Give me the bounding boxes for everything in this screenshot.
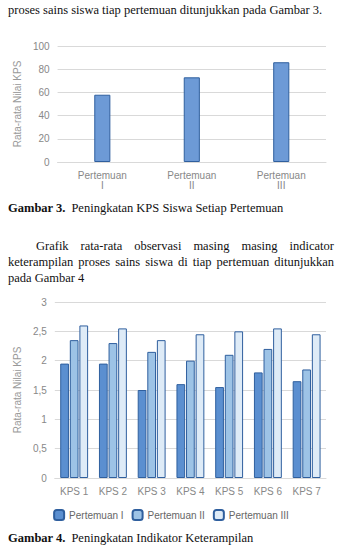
svg-text:KPS 6: KPS 6 [254, 486, 283, 497]
svg-text:III: III [277, 180, 285, 191]
svg-text:KPS 5: KPS 5 [215, 486, 244, 497]
svg-text:Pertemuan: Pertemuan [167, 169, 217, 181]
svg-text:20: 20 [38, 133, 50, 144]
svg-text:2: 2 [41, 355, 47, 366]
svg-text:Pertemuan III: Pertemuan III [229, 510, 289, 521]
svg-text:Rata-rata Nilai KPS: Rata-rata Nilai KPS [12, 346, 23, 433]
html-text:proses sains siswa tiap pertem: proses sains siswa tiap pertemuan ditunj… [8, 3, 323, 17]
svg-text:KPS 7: KPS 7 [292, 486, 321, 497]
svg-text:40: 40 [38, 110, 50, 121]
svg-text:60: 60 [38, 87, 50, 98]
svg-text:0: 0 [41, 473, 47, 484]
svg-text:KPS 1: KPS 1 [60, 486, 89, 497]
svg-text:KPS 3: KPS 3 [137, 486, 166, 497]
svg-text:KPS 4: KPS 4 [176, 486, 205, 497]
html-text:Peningkatan Indikator Keteramp: Peningkatan Indikator Keterampilan [71, 531, 254, 545]
svg-text:0,5: 0,5 [33, 443, 47, 454]
html-text:Grafik rata-rata observasi mas: Grafik rata-rata observasi masing masing… [8, 239, 334, 285]
svg-text:0: 0 [44, 157, 50, 168]
html-text:Peningkatan KPS Siswa Setiap P: Peningkatan KPS Siswa Setiap Pertemuan [71, 201, 284, 215]
html-text:Gambar 3.: Gambar 3. [8, 201, 66, 215]
svg-text:1,5: 1,5 [33, 385, 47, 396]
svg-text:Pertemuan II: Pertemuan II [148, 510, 205, 521]
svg-text:Pertemuan I: Pertemuan I [69, 510, 123, 521]
svg-text:I: I [101, 180, 104, 191]
svg-text:3: 3 [41, 297, 47, 308]
html-text:Gambar 4.: Gambar 4. [8, 531, 66, 545]
svg-text:1: 1 [41, 414, 47, 425]
svg-text:Pertemuan: Pertemuan [77, 169, 127, 181]
svg-text:II: II [189, 180, 195, 191]
svg-text:Rata-rata Nilai KPS: Rata-rata Nilai KPS [12, 60, 23, 147]
svg-text:100: 100 [33, 41, 50, 52]
svg-text:KPS 2: KPS 2 [99, 486, 128, 497]
svg-text:2,5: 2,5 [33, 326, 47, 337]
svg-text:Pertemuan: Pertemuan [256, 169, 306, 181]
svg-text:80: 80 [38, 64, 50, 75]
